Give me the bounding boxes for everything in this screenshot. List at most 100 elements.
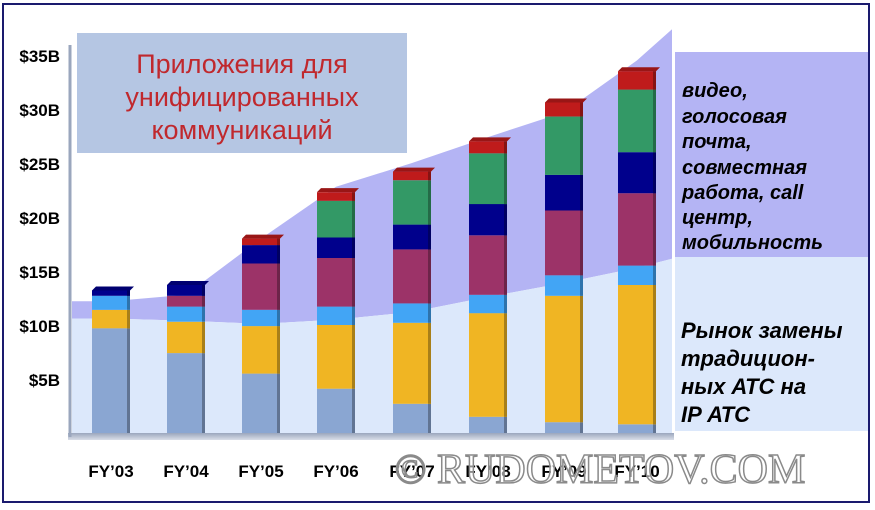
bar-segment-FY’08-s4	[469, 235, 507, 295]
bar-segment-FY’10-s5	[618, 152, 656, 194]
bar-segment-side	[653, 89, 656, 153]
bar-segment-side	[352, 200, 355, 238]
bar-segment-side	[580, 174, 583, 211]
bar-segment-side	[504, 141, 507, 154]
bar-segment-side	[653, 71, 656, 90]
chart-title-line-2: унифицированных	[125, 82, 359, 112]
bar-segment-side	[653, 193, 656, 266]
bar-segment-side	[352, 192, 355, 201]
bar-segment-FY’06-s4	[317, 258, 355, 307]
bar-segment-FY’08-s6	[469, 153, 507, 205]
bar-segment-side	[202, 285, 205, 296]
bar-segment-FY’08-s1	[469, 416, 507, 433]
lower-region-label-box	[675, 257, 868, 431]
bar-segment-side	[653, 285, 656, 425]
x-tick-label: FY’05	[238, 462, 283, 481]
stacked-bar-chart: $5B $10B $15B $20B $25B $30B $35B Приложения д…	[19, 29, 868, 494]
y-tick-label: $15B	[19, 263, 60, 282]
upper-region-label-line-3: почта,	[682, 131, 752, 153]
bar-segment-side	[202, 295, 205, 307]
bar-segment-side	[352, 325, 355, 389]
bar-segment-side	[504, 416, 507, 433]
bar-segment-side	[653, 265, 656, 285]
bar-segment-FY’09-s1	[545, 422, 583, 433]
bar-segment-FY’08-s5	[469, 204, 507, 236]
bar-segment-side	[202, 321, 205, 354]
bar-segment-side	[127, 295, 130, 310]
bar-segment-side	[580, 422, 583, 433]
bar-segment-FY’10-s3	[618, 265, 656, 285]
bar-segment-side	[580, 275, 583, 296]
bar-segment-FY’05-s2	[242, 326, 280, 374]
bar-top-face	[92, 286, 134, 291]
bar-segment-FY’05-s4	[242, 263, 280, 310]
bar-segment-side	[504, 204, 507, 236]
x-tick-label: FY’10	[614, 462, 659, 481]
bar-segment-FY’10-s4	[618, 193, 656, 266]
bar-segment-side	[504, 153, 507, 205]
lower-region-label-line-3: ных АТС на	[681, 374, 806, 399]
bar-segment-side	[352, 306, 355, 325]
bar-segment-side	[653, 424, 656, 433]
bar-segment-side	[277, 245, 280, 264]
x-tick-label: FY’04	[163, 462, 209, 481]
bar-segment-FY’04-s5	[167, 285, 205, 296]
bar-segment-FY’09-s7	[545, 102, 583, 117]
watermark: © RUDOMETOV.COM	[395, 447, 806, 493]
bar-segment-FY’08-s7	[469, 141, 507, 154]
bar-segment-FY’05-s7	[242, 238, 280, 246]
bar-segment-FY’04-s2	[167, 321, 205, 354]
y-tick-label: $35B	[19, 47, 60, 66]
x-tick-label: FY’09	[541, 462, 586, 481]
upper-region-label-line-1: видео,	[682, 80, 748, 102]
bar-top-face	[167, 281, 209, 286]
upper-region-label-line-6: центр,	[682, 207, 753, 229]
bar-segment-FY’03-s2	[92, 309, 130, 329]
y-tick-label: $10B	[19, 317, 60, 336]
bar-segment-FY’06-s3	[317, 306, 355, 325]
bar-segment-side	[428, 403, 431, 433]
bar-segment-side	[127, 328, 130, 433]
bar-segment-FY’09-s5	[545, 174, 583, 211]
bar-top-face	[469, 137, 511, 142]
bar-segment-FY’05-s1	[242, 373, 280, 433]
bar-segment-FY’09-s6	[545, 116, 583, 175]
chart-frame: $5B $10B $15B $20B $25B $30B $35B Приложения д…	[2, 3, 870, 503]
bar-segment-FY’07-s5	[393, 224, 431, 250]
bar-segment-side	[504, 294, 507, 314]
chart-title-line-1: Приложения для	[136, 49, 348, 79]
bar-segment-side	[653, 152, 656, 194]
bar-top-face	[618, 67, 660, 72]
upper-region-label-box	[675, 52, 868, 257]
bar-segment-side	[277, 309, 280, 327]
bar-segment-FY’07-s2	[393, 322, 431, 404]
bar-segment-FY’06-s2	[317, 325, 355, 389]
bar-segment-side	[428, 249, 431, 304]
upper-region-label-line-5: работа, call	[681, 182, 804, 204]
bar-segment-side	[352, 388, 355, 433]
y-tick-label: $20B	[19, 209, 60, 228]
bar-segment-FY’03-s1	[92, 328, 130, 433]
bar-segment-side	[580, 116, 583, 175]
bar-segment-FY’05-s3	[242, 309, 280, 327]
bar-segment-FY’07-s7	[393, 171, 431, 181]
bar-segment-FY’04-s1	[167, 353, 205, 433]
bar-top-face	[545, 98, 587, 103]
bar-segment-FY’06-s7	[317, 192, 355, 201]
bar-top-face	[393, 167, 435, 172]
bar-top-face	[317, 188, 359, 193]
bar-segment-side	[127, 309, 130, 329]
bar-segment-side	[202, 306, 205, 322]
bar-segment-side	[277, 326, 280, 374]
bar-segment-side	[428, 322, 431, 404]
bar-segment-side	[277, 373, 280, 433]
chart-floor	[68, 433, 674, 440]
chart-title-line-3: коммуникаций	[151, 115, 332, 145]
bar-top-face	[242, 234, 284, 239]
bar-segment-side	[352, 237, 355, 258]
bar-segment-FY’09-s2	[545, 295, 583, 423]
bar-segment-side	[428, 180, 431, 225]
upper-region-label-line-7: мобильность	[682, 232, 823, 254]
upper-band	[72, 29, 672, 324]
x-tick-label: FY’08	[465, 462, 510, 481]
